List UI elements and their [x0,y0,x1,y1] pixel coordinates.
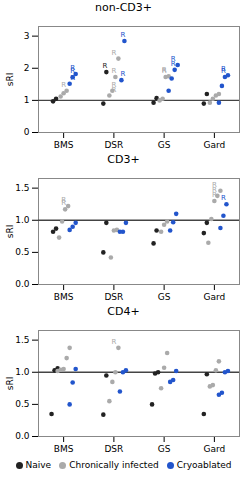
svg-text:2: 2 [24,63,30,73]
svg-text:sRI: sRI [5,225,15,239]
svg-text:Gard: Gard [204,292,226,302]
svg-text:1.5: 1.5 [15,183,29,193]
svg-text:GS: GS [158,140,171,150]
svg-text:R: R [120,70,125,78]
svg-text:0.0: 0.0 [15,431,30,441]
svg-text:0.5: 0.5 [15,399,29,409]
svg-text:R: R [162,66,167,74]
svg-text:GS: GS [158,292,171,302]
svg-text:DSR: DSR [104,444,123,454]
svg-text:GS: GS [158,444,171,454]
svg-text:1: 1 [24,95,30,105]
svg-text:R: R [111,67,116,75]
svg-text:R: R [171,60,176,68]
svg-text:R: R [120,31,125,39]
svg-text:BMS: BMS [54,140,74,150]
svg-text:R: R [102,62,107,70]
svg-text:R: R [61,81,66,89]
svg-text:1.0: 1.0 [15,367,30,377]
html-text:Cryoablated: Cryoablated [176,460,232,470]
svg-text:1.5: 1.5 [15,335,29,345]
svg-text:1.0: 1.0 [15,215,30,225]
svg-text:R: R [211,180,217,189]
svg-text:BMS: BMS [54,444,74,454]
svg-text:DSR: DSR [104,140,123,150]
svg-text:BMS: BMS [54,292,74,302]
svg-text:sRI: sRI [5,73,15,87]
svg-text:R: R [221,194,226,202]
html-text:CD4+: CD4+ [107,305,140,318]
svg-text:3: 3 [24,31,30,41]
html-text:Chronically infected: Chronically infected [69,460,159,470]
svg-text:R: R [70,74,75,82]
svg-text:R: R [212,191,217,199]
svg-text:R: R [111,49,116,57]
html-text:non-CD3+: non-CD3+ [95,1,152,14]
html-text:CD3+: CD3+ [107,153,140,166]
svg-text:R: R [211,185,217,194]
svg-text:0.0: 0.0 [15,279,30,289]
svg-text:R: R [162,67,167,75]
svg-text:Gard: Gard [204,140,226,150]
svg-text:R: R [61,199,66,207]
svg-text:DSR: DSR [104,292,123,302]
svg-text:R: R [221,67,226,75]
svg-text:Gard: Gard [204,444,226,454]
svg-text:0.5: 0.5 [15,247,29,257]
html-text:Naive: Naive [25,460,52,470]
svg-text:R: R [111,86,116,94]
svg-text:0: 0 [24,127,30,137]
svg-text:R: R [111,338,116,346]
svg-text:sRI: sRI [5,377,15,391]
